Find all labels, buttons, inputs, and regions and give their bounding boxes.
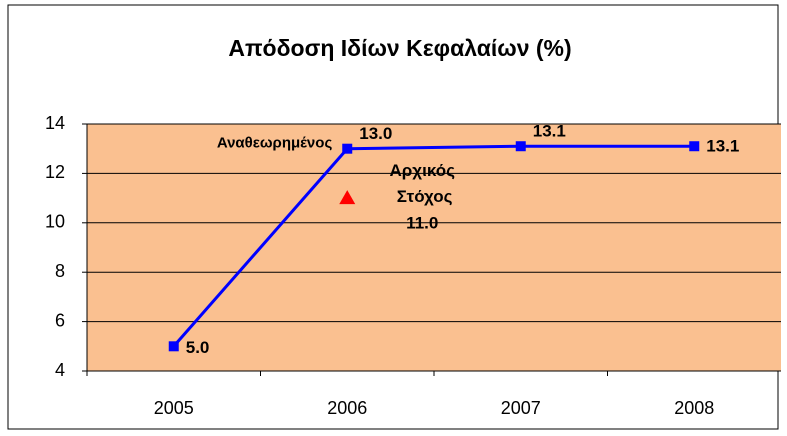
x-tick-label: 2008 bbox=[674, 398, 714, 418]
y-tick-label: 14 bbox=[45, 113, 65, 133]
data-label: 13.1 bbox=[533, 122, 566, 141]
y-tick-label: 8 bbox=[55, 261, 65, 281]
legend-label: Αρχικός Στόχος bbox=[390, 162, 456, 207]
y-tick-label: 6 bbox=[55, 310, 65, 330]
chart-title: Απόδοση Ιδίων Κεφαλαίων (%) bbox=[228, 35, 571, 61]
plot-area bbox=[87, 124, 781, 371]
y-tick-label: 4 bbox=[55, 360, 65, 380]
data-label: 13.0 bbox=[359, 124, 392, 143]
data-label: 5.0 bbox=[186, 338, 210, 357]
y-tick-label: 10 bbox=[45, 212, 65, 232]
series-line bbox=[172, 144, 695, 348]
marker bbox=[339, 190, 356, 205]
legend-label: Αναθεωρημένος bbox=[217, 135, 333, 152]
marker bbox=[515, 141, 526, 152]
marker bbox=[342, 143, 353, 154]
x-tick-label: 2007 bbox=[501, 398, 541, 418]
y-tick-label: 12 bbox=[45, 162, 65, 182]
x-tick-label: 2006 bbox=[327, 398, 367, 418]
x-tick-label: 2005 bbox=[154, 398, 194, 418]
marker bbox=[168, 341, 179, 352]
marker bbox=[689, 141, 700, 152]
data-label: 11.0 bbox=[406, 214, 438, 233]
data-label: 13.1 bbox=[706, 137, 739, 156]
